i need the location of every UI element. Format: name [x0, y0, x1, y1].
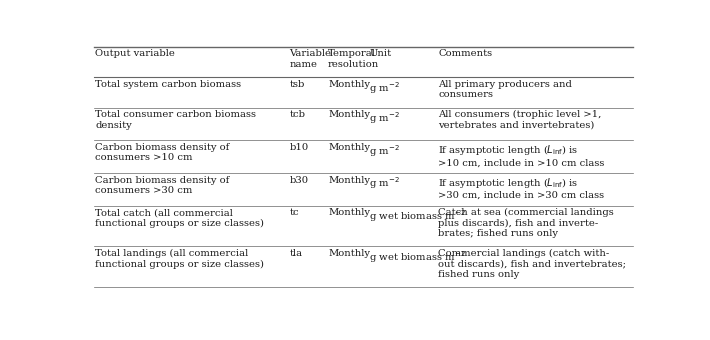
Text: g m$^{-2}$: g m$^{-2}$ — [369, 176, 400, 191]
Text: tsb: tsb — [290, 80, 305, 89]
Text: Total system carbon biomass: Total system carbon biomass — [95, 80, 241, 89]
Text: tc: tc — [290, 208, 299, 217]
Text: Carbon biomass density of
consumers >30 cm: Carbon biomass density of consumers >30 … — [95, 176, 230, 195]
Text: Commercial landings (catch with-
out discards), fish and invertebrates;
fished r: Commercial landings (catch with- out dis… — [438, 249, 626, 279]
Text: Total catch (all commercial
functional groups or size classes): Total catch (all commercial functional g… — [95, 208, 264, 228]
Text: Monthly: Monthly — [328, 80, 370, 89]
Text: g m$^{-2}$: g m$^{-2}$ — [369, 143, 400, 159]
Text: tcb: tcb — [290, 110, 305, 119]
Text: Variable
name: Variable name — [290, 49, 332, 69]
Text: Total landings (all commercial
functional groups or size classes): Total landings (all commercial functiona… — [95, 249, 264, 269]
Text: Catch at sea (commercial landings
plus discards), fish and inverte-
brates; fish: Catch at sea (commercial landings plus d… — [438, 208, 614, 238]
Text: Monthly: Monthly — [328, 249, 370, 258]
Text: If asymptotic length ($L_{\mathrm{inf}}$) is
>10 cm, include in >10 cm class: If asymptotic length ($L_{\mathrm{inf}}$… — [438, 143, 604, 167]
Text: All consumers (trophic level >1,
vertebrates and invertebrates): All consumers (trophic level >1, vertebr… — [438, 110, 601, 130]
Text: g wet biomass m$^{-2}$: g wet biomass m$^{-2}$ — [369, 249, 466, 265]
Text: Carbon biomass density of
consumers >10 cm: Carbon biomass density of consumers >10 … — [95, 143, 230, 162]
Text: Monthly: Monthly — [328, 110, 370, 119]
Text: Output variable: Output variable — [95, 49, 175, 58]
Text: b10: b10 — [290, 143, 309, 152]
Text: Unit: Unit — [369, 49, 391, 58]
Text: Temporal
resolution: Temporal resolution — [328, 49, 379, 69]
Text: Monthly: Monthly — [328, 208, 370, 217]
Text: Monthly: Monthly — [328, 176, 370, 185]
Text: Monthly: Monthly — [328, 143, 370, 152]
Text: b30: b30 — [290, 176, 309, 185]
Text: g wet biomass m$^{-2}$: g wet biomass m$^{-2}$ — [369, 208, 466, 224]
Text: All primary producers and
consumers: All primary producers and consumers — [438, 80, 572, 100]
Text: g m$^{-2}$: g m$^{-2}$ — [369, 110, 400, 126]
Text: g m$^{-2}$: g m$^{-2}$ — [369, 80, 400, 96]
Text: Comments: Comments — [438, 49, 492, 58]
Text: If asymptotic length ($L_{\mathrm{inf}}$) is
>30 cm, include in >30 cm class: If asymptotic length ($L_{\mathrm{inf}}$… — [438, 176, 604, 200]
Text: tla: tla — [290, 249, 302, 258]
Text: Total consumer carbon biomass
density: Total consumer carbon biomass density — [95, 110, 256, 130]
